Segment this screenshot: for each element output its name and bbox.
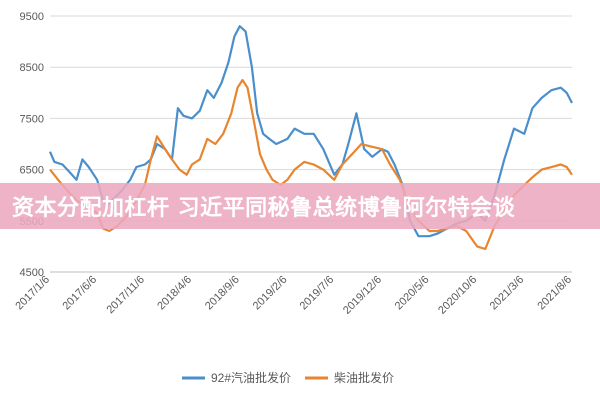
x-tick-label: 2018/4/6 bbox=[155, 274, 194, 313]
x-tick-label: 2019/7/6 bbox=[298, 274, 337, 313]
grid-lines bbox=[50, 15, 572, 273]
legend: 92#汽油批发价 柴油批发价 bbox=[182, 370, 394, 385]
x-axis-ticks: 2017/1/6 2017/6/6 2017/11/6 2018/4/6 2018/9/… bbox=[13, 274, 574, 317]
y-tick-label: 7500 bbox=[20, 113, 44, 125]
legend-label-gasoline: 92#汽油批发价 bbox=[211, 370, 291, 385]
x-tick-label: 2019/2/6 bbox=[251, 274, 290, 313]
y-tick-label: 6500 bbox=[20, 165, 44, 177]
overlay-banner: 资本分配加杠杆 习近平同秘鲁总统博鲁阿尔特会谈 bbox=[0, 183, 600, 229]
x-tick-label: 2017/1/6 bbox=[13, 274, 52, 313]
x-tick-label: 2019/12/6 bbox=[341, 274, 384, 317]
y-tick-label: 8500 bbox=[20, 62, 44, 74]
y-axis-ticks: 450055006500750085009500 bbox=[20, 11, 44, 279]
x-tick-label: 2020/10/6 bbox=[436, 274, 479, 317]
x-tick-label: 2017/11/6 bbox=[104, 274, 147, 317]
y-tick-label: 9500 bbox=[20, 11, 44, 23]
x-tick-label: 2020/5/6 bbox=[393, 274, 432, 313]
banner-text: 资本分配加杠杆 习近平同秘鲁总统博鲁阿尔特会谈 bbox=[12, 196, 516, 221]
x-tick-label: 2021/8/6 bbox=[535, 274, 574, 313]
legend-label-diesel: 柴油批发价 bbox=[334, 370, 394, 385]
y-tick-label: 4500 bbox=[20, 267, 44, 279]
x-tick-label: 2017/6/6 bbox=[60, 274, 99, 313]
x-tick-label: 2018/9/6 bbox=[203, 274, 242, 313]
x-tick-label: 2021/3/6 bbox=[488, 274, 527, 313]
